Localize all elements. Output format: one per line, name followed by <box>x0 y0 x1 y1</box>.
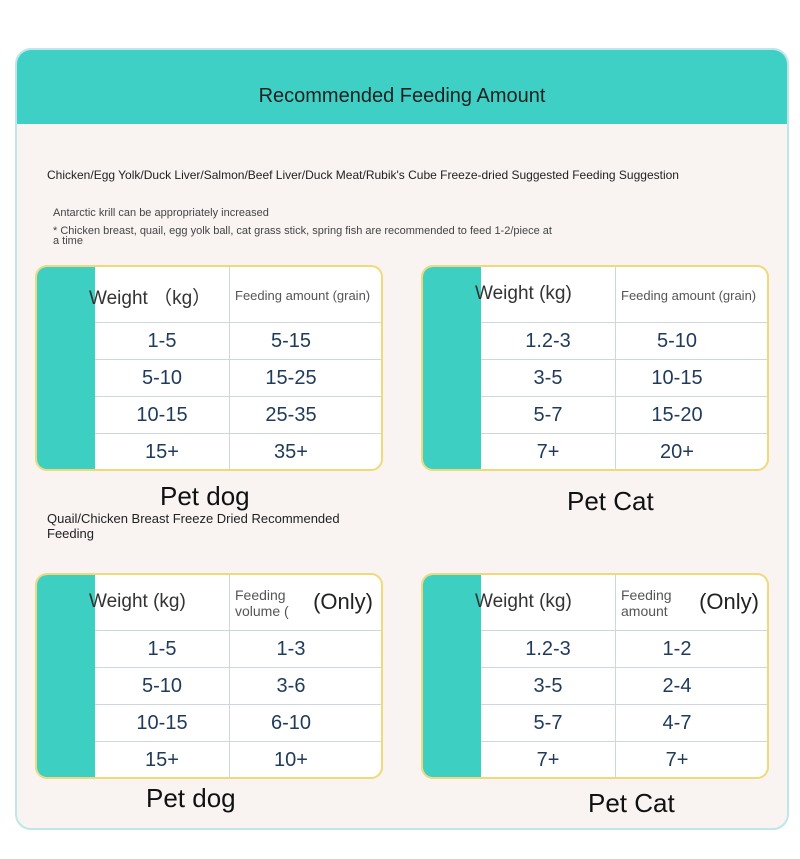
weight-cell: 1-5 <box>147 638 177 660</box>
feeding-cell: 10-15 <box>651 367 703 389</box>
header-feeding: Feeding volume ( <box>235 587 289 619</box>
feeding-table: Weight (kg) Feeding volume ( (Only) 1-5 1-3 5… <box>35 573 383 779</box>
row-divider <box>481 322 767 323</box>
weight-cell: 7+ <box>536 441 560 463</box>
weight-cell: 1.2-3 <box>525 330 571 352</box>
weight-cell: 5-7 <box>533 712 563 734</box>
weight-cell: 15+ <box>145 441 179 463</box>
row-divider <box>95 433 381 434</box>
row-divider <box>95 704 381 705</box>
feeding-cell: 15-25 <box>265 367 317 389</box>
column-divider <box>229 267 230 469</box>
side-strip <box>423 267 481 469</box>
weight-cell: 1.2-3 <box>525 638 571 660</box>
row-divider <box>481 741 767 742</box>
feeding-cell: 7+ <box>665 749 689 771</box>
weight-cell: 7+ <box>536 749 560 771</box>
title: Recommended Feeding Amount <box>258 85 546 107</box>
side-strip <box>423 575 481 777</box>
side-strip <box>37 575 95 777</box>
weight-cell: 15+ <box>145 749 179 771</box>
column-divider <box>229 575 230 777</box>
row-divider <box>95 630 381 631</box>
section-heading: Quail/Chicken Breast Freeze Dried Recomm… <box>47 511 340 541</box>
row-divider <box>95 396 381 397</box>
note: * Chicken breast, quail, egg yolk ball, … <box>53 225 552 247</box>
row-divider <box>481 667 767 668</box>
feeding-cell: 1-2 <box>662 638 692 660</box>
feeding-cell: 1-3 <box>276 638 306 660</box>
feeding-cell: 5-15 <box>270 330 312 352</box>
feeding-cell: 35+ <box>274 441 308 463</box>
header-feeding: Feeding amount (grain) <box>235 288 371 303</box>
row-divider <box>95 322 381 323</box>
weight-cell: 3-5 <box>533 675 563 697</box>
weight-cell: 5-10 <box>141 675 183 697</box>
caption: Pet dog <box>146 783 236 813</box>
header-extra: (Only) <box>313 589 373 614</box>
header-feeding: Feeding amount <box>621 587 672 619</box>
feeding-cell: 20+ <box>660 441 694 463</box>
feeding-cell: 6-10 <box>270 712 312 734</box>
header-weight: Weight （kg） <box>89 288 212 309</box>
row-divider <box>95 359 381 360</box>
row-divider <box>481 359 767 360</box>
weight-cell: 10-15 <box>136 712 188 734</box>
weight-cell: 5-7 <box>533 404 563 426</box>
header-extra: (Only) <box>699 589 759 614</box>
weight-cell: 3-5 <box>533 367 563 389</box>
feeding-cell: 3-6 <box>276 675 306 697</box>
row-divider <box>481 630 767 631</box>
caption: Pet Cat <box>588 788 675 818</box>
header-weight: Weight (kg) <box>89 591 186 612</box>
feeding-table: Weight （kg） Feeding amount (grain) 1-5 5-15… <box>35 265 383 471</box>
caption: Pet dog <box>160 481 250 511</box>
column-divider <box>615 575 616 777</box>
section-heading: Chicken/Egg Yolk/Duck Liver/Salmon/Beef … <box>47 168 679 182</box>
feeding-cell: 5-10 <box>656 330 698 352</box>
row-divider <box>481 704 767 705</box>
side-strip <box>37 267 95 469</box>
header-weight: Weight (kg) <box>475 591 572 612</box>
row-divider <box>95 667 381 668</box>
header-feeding: Feeding amount (grain) <box>621 288 757 303</box>
caption: Pet Cat <box>567 486 654 516</box>
weight-cell: 1-5 <box>147 330 177 352</box>
column-divider <box>615 267 616 469</box>
feeding-cell: 4-7 <box>662 712 692 734</box>
header-weight: Weight (kg) <box>475 283 572 304</box>
feeding-table: Weight (kg) Feeding amount (Only) 1.2-3 1-2 3… <box>421 573 769 779</box>
feeding-cell: 15-20 <box>651 404 703 426</box>
row-divider <box>481 396 767 397</box>
weight-cell: 10-15 <box>136 404 188 426</box>
feeding-cell: 2-4 <box>662 675 692 697</box>
row-divider <box>95 741 381 742</box>
feeding-cell: 10+ <box>274 749 308 771</box>
feeding-cell: 25-35 <box>265 404 317 426</box>
weight-cell: 5-10 <box>141 367 183 389</box>
note: Antarctic krill can be appropriately inc… <box>53 207 269 219</box>
feeding-table: Weight (kg) Feeding amount (grain) 1.2-3 5-… <box>421 265 769 471</box>
header-band <box>17 50 787 124</box>
row-divider <box>481 433 767 434</box>
